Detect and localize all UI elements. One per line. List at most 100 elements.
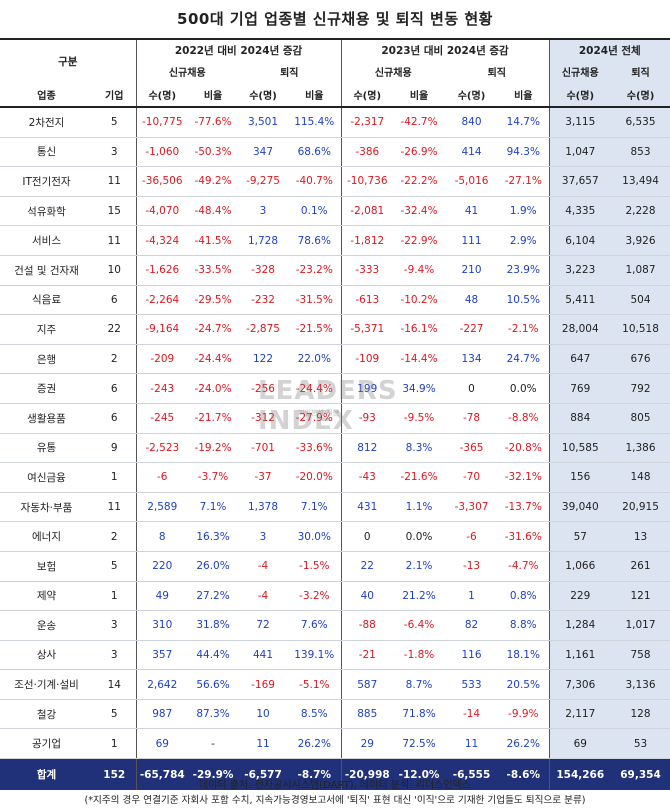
cell-a1: 310 [135,610,189,641]
cell-a2: 31.8% [188,610,239,641]
cell-a4: -5.1% [288,669,342,700]
table-row: 식음료 6 -2,264 -29.5% -232 -31.5% -613 -10.2% 48 10… [0,285,670,316]
cell-a4: 7.1% [288,492,342,523]
table-row: 운송 3 310 31.8% 72 7.6% -88 -6.4% 82 8.8% 1,284 1,01… [0,610,670,641]
cell-c2: 53 [611,728,670,760]
cell-a2: 87.3% [188,699,239,730]
cell-a3: -2,875 [238,314,289,345]
cell-b2: -10.2% [393,285,446,316]
header-count: 수(명) [548,82,612,108]
cell-c2: 1,017 [611,610,670,641]
cell-name: 상사 [0,640,93,671]
cell-c1: 156 [548,462,612,493]
cell-co: 15 [93,196,137,227]
cell-a4: -20.0% [288,462,342,493]
cell-a1: -1,626 [135,255,189,286]
cell-b3: 210 [445,255,499,286]
cell-c1: 769 [548,373,612,404]
cell-name: 제약 [0,581,93,612]
cell-b1: 29 [340,728,394,760]
cell-co: 6 [93,285,137,316]
cell-c1: 37,657 [548,166,612,197]
cell-b4: -9.9% [498,699,550,730]
cell-a3: -312 [238,403,289,434]
cell-co: 9 [93,433,137,464]
cell-b4: 0.8% [498,581,550,612]
cell-b3: 840 [445,107,499,138]
cell-a1: -6 [135,462,189,493]
cell-co: 1 [93,581,137,612]
cell-a3: 11 [238,728,289,760]
total-row: 합계 152 -65,784 -29.9% -6,577 -8.7% -20,998 -12.… [0,758,670,791]
cell-b1: 0 [340,521,394,552]
cell-b4: -13.7% [498,492,550,523]
cell-b3: -13 [445,551,499,582]
cell-b4: 14.7% [498,107,550,138]
cell-c1: 39,040 [548,492,612,523]
cell-a3: 3,501 [238,107,289,138]
cell-c2: 261 [611,551,670,582]
cell-c2: 805 [611,403,670,434]
cell-c2: 13 [611,521,670,552]
cell-b3: 414 [445,137,499,168]
cell-b3: -6,555 [445,758,499,791]
header-ratio: 비율 [393,82,446,108]
cell-name: 보험 [0,551,93,582]
cell-a4: -8.7% [288,758,342,791]
table-body: 2차전지 5 -10,775 -77.6% 3,501 115.4% -2,317 -42.7… [0,107,670,791]
cell-b3: -14 [445,699,499,730]
cell-c1: 3,115 [548,107,612,138]
cell-a1: 69 [135,728,189,760]
cell-a4: 22.0% [288,344,342,375]
cell-name: IT전기전자 [0,166,93,197]
cell-b3: 1 [445,581,499,612]
cell-a4: 8.5% [288,699,342,730]
cell-name: 증권 [0,373,93,404]
cell-b1: -1,812 [340,225,394,256]
cell-b3: 134 [445,344,499,375]
cell-a1: -10,775 [135,107,189,138]
cell-b3: -227 [445,314,499,345]
cell-a4: -31.5% [288,285,342,316]
cell-a1: -1,060 [135,137,189,168]
cell-a2: 26.0% [188,551,239,582]
cell-b2: 8.3% [393,433,446,464]
cell-a4: 26.2% [288,728,342,760]
cell-a2: -48.4% [188,196,239,227]
cell-b4: 0.0% [498,373,550,404]
cell-b2: -14.4% [393,344,446,375]
cell-co: 3 [93,640,137,671]
cell-b1: -386 [340,137,394,168]
cell-a2: -41.5% [188,225,239,256]
cell-c2: 148 [611,462,670,493]
cell-b3: -3,307 [445,492,499,523]
cell-b2: 1.1% [393,492,446,523]
cell-b3: 48 [445,285,499,316]
cell-name: 자동차·부품 [0,492,93,523]
cell-a4: 68.6% [288,137,342,168]
cell-b2: -21.6% [393,462,446,493]
cell-b2: -42.7% [393,107,446,138]
table-row: 증권 6 -243 -24.0% -256 -24.4% 199 34.9% 0 0.0% 769 7… [0,373,670,404]
cell-a2: 44.4% [188,640,239,671]
cell-name: 유통 [0,433,93,464]
cell-b4: -20.8% [498,433,550,464]
cell-name: 2차전지 [0,107,93,138]
cell-co: 5 [93,551,137,582]
cell-b4: 1.9% [498,196,550,227]
cell-b1: -333 [340,255,394,286]
cell-c2: 758 [611,640,670,671]
cell-a4: 78.6% [288,225,342,256]
cell-name: 철강 [0,699,93,730]
header-hire-b: 신규채용 [340,60,446,82]
cell-name: 통신 [0,137,93,168]
cell-co: 3 [93,137,137,168]
cell-a2: 16.3% [188,521,239,552]
cell-c1: 7,306 [548,669,612,700]
cell-b1: 587 [340,669,394,700]
cell-c1: 229 [548,581,612,612]
cell-co: 22 [93,314,137,345]
cell-a4: -3.2% [288,581,342,612]
cell-name: 에너지 [0,521,93,552]
cell-a1: -36,506 [135,166,189,197]
